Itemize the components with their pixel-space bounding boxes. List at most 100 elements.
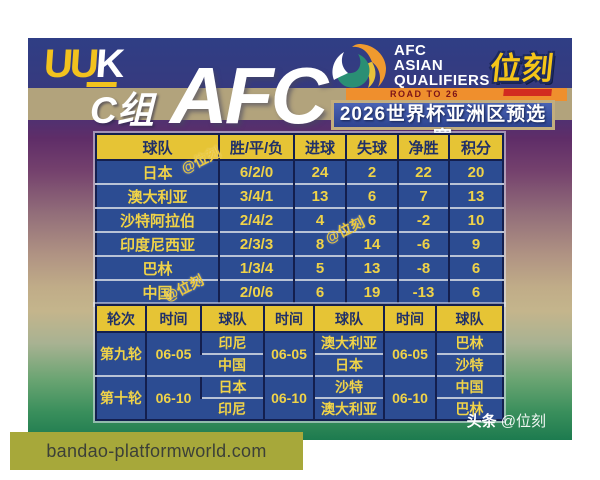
col-ga: 失球 xyxy=(345,134,398,161)
ga: 19 xyxy=(345,279,398,304)
gd: 22 xyxy=(397,160,449,184)
gf: 4 xyxy=(293,207,346,232)
match-team: 沙特 xyxy=(313,375,384,398)
col-team: 球队 xyxy=(200,305,264,333)
match-team: 印尼 xyxy=(201,397,264,420)
schedule-table: 轮次 时间 球队 时间 球队 时间 球队 第九轮 06-05 印尼 06-05 … xyxy=(95,304,504,421)
lockup-line2: ASIAN xyxy=(394,57,444,74)
group-label: C组 xyxy=(90,90,154,131)
col-gd: 净胜 xyxy=(397,134,449,161)
wdl: 3/4/1 xyxy=(218,183,294,208)
schedule-row: 印尼 澳大利亚 巴林 xyxy=(96,397,503,420)
match-team: 日本 xyxy=(200,375,264,398)
afc-lockup-text: AFC ASIAN QUALIFIERS xyxy=(394,43,490,88)
gf: 8 xyxy=(293,231,346,256)
standings-table: 球队 胜/平/负 进球 失球 净胜 积分 日本 6/2/0 24 2 22 20 xyxy=(95,133,504,305)
ga: 6 xyxy=(345,183,398,208)
match-time: 06-10 xyxy=(383,375,436,420)
col-time: 时间 xyxy=(263,305,314,333)
main-graphic: UUK C组 AFC AFC ASIAN QUALIFIERS ROAD TO … xyxy=(28,38,572,440)
wdl: 2/0/6 xyxy=(218,279,294,304)
site-url-box: bandao-platformworld.com xyxy=(10,432,303,470)
standings-header-row: 球队 胜/平/负 进球 失球 净胜 积分 xyxy=(96,134,503,161)
team-name: 澳大利亚 xyxy=(96,183,219,208)
match-time: 06-10 xyxy=(145,375,201,420)
credit-platform: 头条 xyxy=(466,413,497,430)
col-pts: 积分 xyxy=(448,134,503,161)
wdl: 2/4/2 xyxy=(218,207,294,232)
team-name: 中国 xyxy=(96,279,219,304)
table-row: 澳大利亚 3/4/1 13 6 7 13 xyxy=(96,183,503,208)
pts: 6 xyxy=(448,279,503,304)
afc-wordmark: AFC xyxy=(170,51,328,140)
match-team: 巴林 xyxy=(435,397,503,420)
table-row: 巴林 1/3/4 5 13 -8 6 xyxy=(96,255,503,280)
team-name: 沙特阿拉伯 xyxy=(96,207,219,232)
col-time: 时间 xyxy=(145,305,201,333)
gd: -13 xyxy=(397,279,449,304)
ga: 6 xyxy=(345,207,398,232)
schedule-header-row: 轮次 时间 球队 时间 球队 时间 球队 xyxy=(96,305,503,333)
schedule-row: 中国 日本 沙特 xyxy=(96,353,503,376)
match-team: 沙特 xyxy=(435,353,503,376)
credit-handle: @位刻 xyxy=(500,413,546,430)
gf: 5 xyxy=(293,255,346,280)
wdl: 1/3/4 xyxy=(218,255,294,280)
match-team: 印尼 xyxy=(200,332,264,354)
lockup-line3: QUALIFIERS xyxy=(394,72,490,89)
gf: 6 xyxy=(293,279,346,304)
table-row: 中国 2/0/6 6 19 -13 6 xyxy=(96,279,503,304)
pts: 20 xyxy=(448,160,503,184)
round-label: 第十轮 xyxy=(96,375,146,420)
match-team: 澳大利亚 xyxy=(313,332,384,354)
title-banner: 2026世界杯亚洲区预选赛 xyxy=(331,100,555,149)
schedule-row: 第十轮 06-10 日本 06-10 沙特 06-10 中国 xyxy=(96,375,503,420)
table-row: 日本 6/2/0 24 2 22 20 xyxy=(96,160,503,184)
schedule-row: 第九轮 06-05 印尼 06-05 澳大利亚 06-05 巴林 xyxy=(96,332,503,376)
pts: 13 xyxy=(448,183,503,208)
match-time: 06-10 xyxy=(263,375,314,420)
match-team: 日本 xyxy=(313,353,384,376)
weike-badge-text: 位刻 xyxy=(488,51,556,86)
col-time: 时间 xyxy=(383,305,436,333)
table-row: 印度尼西亚 2/3/3 8 14 -6 9 xyxy=(96,231,503,256)
road-to-26-label: ROAD TO 26 xyxy=(390,89,459,99)
match-time: 06-05 xyxy=(145,332,201,376)
match-team: 中国 xyxy=(435,375,503,398)
match-team: 巴林 xyxy=(435,332,503,354)
ga: 13 xyxy=(345,255,398,280)
ga: 2 xyxy=(345,160,398,184)
pts: 10 xyxy=(448,207,503,232)
team-name: 日本 xyxy=(96,160,219,184)
pts: 9 xyxy=(448,231,503,256)
gf: 13 xyxy=(293,183,346,208)
col-gf: 进球 xyxy=(293,134,346,161)
weike-badge: 位刻 xyxy=(487,43,557,96)
match-time: 06-05 xyxy=(263,332,314,376)
round-label: 第九轮 xyxy=(96,332,146,376)
col-team: 球队 xyxy=(435,305,503,333)
gd: -6 xyxy=(397,231,449,256)
col-round: 轮次 xyxy=(96,305,146,333)
credit-line: 头条 @位刻 xyxy=(467,410,546,431)
gd: 7 xyxy=(397,183,449,208)
col-team: 球队 xyxy=(313,305,384,333)
weike-badge-redbar xyxy=(503,89,552,96)
afc-ball-icon xyxy=(332,44,386,88)
gd: -8 xyxy=(397,255,449,280)
ga: 14 xyxy=(345,231,398,256)
col-team: 球队 xyxy=(96,134,219,161)
wdl: 2/3/3 xyxy=(218,231,294,256)
match-time: 06-05 xyxy=(383,332,436,376)
match-team: 中国 xyxy=(201,353,264,376)
gd: -2 xyxy=(397,207,449,232)
gf: 24 xyxy=(293,160,346,184)
match-team: 澳大利亚 xyxy=(313,397,384,420)
team-name: 巴林 xyxy=(96,255,219,280)
team-name: 印度尼西亚 xyxy=(96,231,219,256)
table-row: 沙特阿拉伯 2/4/2 4 6 -2 10 xyxy=(96,207,503,232)
col-wdl: 胜/平/负 xyxy=(218,134,294,161)
lockup-line1: AFC xyxy=(394,42,427,59)
pts: 6 xyxy=(448,255,503,280)
